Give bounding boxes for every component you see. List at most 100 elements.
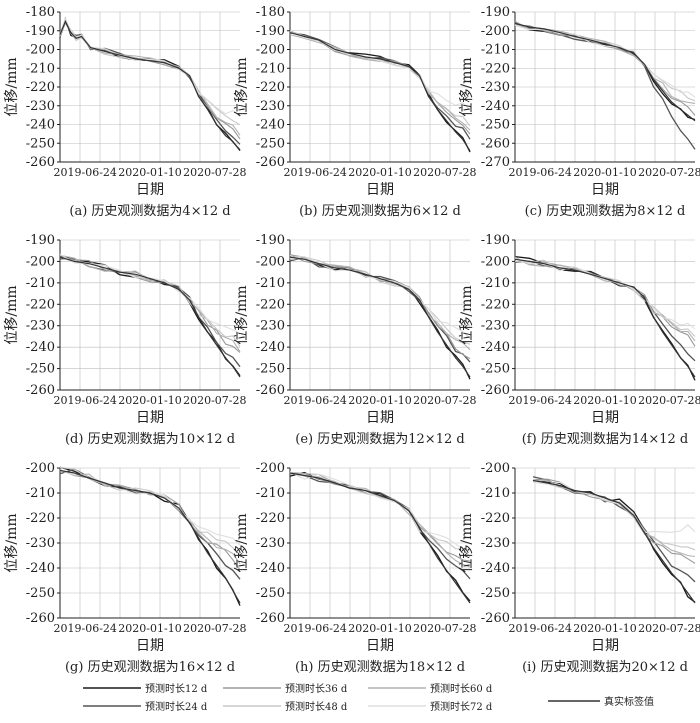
x-tick-label: 2020-01-10 bbox=[118, 622, 181, 635]
x-tick-label: 2020-07-28 bbox=[413, 166, 476, 179]
prediction-line-72d bbox=[59, 470, 241, 546]
y-tick-label: -240 bbox=[26, 118, 55, 133]
y-axis-label: 位移/mm bbox=[4, 57, 20, 116]
x-tick-label: 2020-07-28 bbox=[183, 622, 246, 635]
prediction-line-12d bbox=[59, 16, 241, 151]
y-tick-label: -240 bbox=[256, 340, 285, 355]
prediction-line-48d bbox=[289, 471, 471, 558]
x-tick-label: 2019-06-24 bbox=[53, 166, 116, 179]
y-tick-label: -190 bbox=[481, 233, 510, 248]
x-axis-label: 日期 bbox=[366, 410, 394, 426]
y-tick-label: -240 bbox=[481, 340, 510, 355]
prediction-line-72d bbox=[514, 257, 696, 330]
legend-label: 预测时长72 d bbox=[430, 700, 493, 713]
y-tick-label: -250 bbox=[481, 118, 510, 133]
truth-line bbox=[532, 479, 696, 604]
y-tick-label: -230 bbox=[26, 319, 55, 334]
legend-label: 预测时长12 d bbox=[145, 682, 208, 695]
panel-caption: (g) 历史观测数据为16×12 d bbox=[65, 660, 235, 675]
y-tick-label: -220 bbox=[26, 511, 55, 526]
prediction-line-12d bbox=[59, 254, 241, 377]
y-axis-label: 位移/mm bbox=[234, 285, 250, 344]
prediction-line-60d bbox=[59, 20, 241, 136]
y-tick-label: -220 bbox=[26, 297, 55, 312]
y-axis-label: 位移/mm bbox=[459, 285, 475, 344]
prediction-line-72d bbox=[289, 31, 471, 111]
y-tick-label: -180 bbox=[256, 5, 285, 20]
y-tick-label: -200 bbox=[26, 43, 55, 58]
prediction-line-60d bbox=[59, 254, 241, 352]
panel-caption: (b) 历史观测数据为6×12 d bbox=[299, 204, 461, 219]
y-axis-label: 位移/mm bbox=[459, 57, 475, 116]
x-axis-label: 日期 bbox=[136, 182, 164, 198]
y-axis-label: 位移/mm bbox=[4, 285, 20, 344]
x-tick-label: 2020-01-10 bbox=[348, 166, 411, 179]
prediction-line-24d bbox=[59, 20, 241, 145]
prediction-line-48d bbox=[532, 478, 696, 551]
x-tick-label: 2020-07-28 bbox=[638, 622, 700, 635]
x-axis-label: 日期 bbox=[591, 182, 619, 198]
prediction-line-72d bbox=[514, 24, 696, 98]
legend-label: 预测时长48 d bbox=[285, 700, 348, 713]
x-tick-label: 2020-07-28 bbox=[638, 166, 700, 179]
panel-caption: (d) 历史观测数据为10×12 d bbox=[65, 432, 235, 447]
x-axis-label: 日期 bbox=[136, 638, 164, 654]
prediction-line-36d bbox=[532, 478, 696, 564]
panel-caption: (a) 历史观测数据为4×12 d bbox=[69, 204, 230, 219]
legend-label: 预测时长24 d bbox=[145, 700, 208, 713]
legend-label: 预测时长60 d bbox=[430, 682, 493, 695]
x-tick-label: 2020-01-10 bbox=[573, 166, 636, 179]
y-tick-label: -260 bbox=[481, 136, 510, 151]
x-tick-label: 2020-01-10 bbox=[118, 394, 181, 407]
y-tick-label: -220 bbox=[256, 297, 285, 312]
y-tick-label: -210 bbox=[256, 61, 285, 76]
y-tick-label: -210 bbox=[26, 276, 55, 291]
y-tick-label: -250 bbox=[26, 136, 55, 151]
y-tick-label: -260 bbox=[256, 611, 285, 626]
y-tick-label: -240 bbox=[481, 561, 510, 576]
y-tick-label: -240 bbox=[26, 340, 55, 355]
y-tick-label: -190 bbox=[256, 24, 285, 39]
prediction-line-12d bbox=[532, 479, 696, 603]
x-tick-label: 2020-01-10 bbox=[573, 394, 636, 407]
y-tick-label: -250 bbox=[256, 586, 285, 601]
y-tick-label: -220 bbox=[481, 511, 510, 526]
y-tick-label: -210 bbox=[256, 276, 285, 291]
prediction-line-72d bbox=[289, 471, 471, 551]
x-tick-label: 2020-07-28 bbox=[638, 394, 700, 407]
y-tick-label: -250 bbox=[256, 136, 285, 151]
prediction-line-60d bbox=[289, 257, 471, 351]
y-tick-label: -210 bbox=[481, 486, 510, 501]
y-tick-label: -240 bbox=[256, 561, 285, 576]
prediction-line-60d bbox=[532, 479, 696, 558]
y-tick-label: -200 bbox=[481, 461, 510, 476]
y-tick-label: -240 bbox=[481, 99, 510, 114]
x-tick-label: 2020-01-10 bbox=[118, 166, 181, 179]
truth-line bbox=[59, 469, 241, 604]
y-tick-label: -230 bbox=[26, 99, 55, 114]
y-tick-label: -200 bbox=[26, 461, 55, 476]
legend-label: 预测时长36 d bbox=[285, 682, 348, 695]
y-tick-label: -250 bbox=[481, 586, 510, 601]
x-tick-label: 2020-01-10 bbox=[573, 622, 636, 635]
prediction-line-48d bbox=[59, 256, 241, 347]
y-axis-label: 位移/mm bbox=[459, 513, 475, 572]
y-tick-label: -200 bbox=[481, 254, 510, 269]
x-axis-label: 日期 bbox=[591, 638, 619, 654]
y-tick-label: -250 bbox=[26, 586, 55, 601]
prediction-line-48d bbox=[59, 18, 241, 126]
y-axis-label: 位移/mm bbox=[234, 513, 250, 572]
truth-line bbox=[514, 258, 696, 378]
truth-line bbox=[59, 19, 241, 152]
prediction-line-24d bbox=[59, 468, 241, 580]
y-tick-label: -210 bbox=[26, 486, 55, 501]
y-tick-label: -230 bbox=[256, 536, 285, 551]
truth-line bbox=[289, 472, 471, 604]
x-tick-label: 2019-06-24 bbox=[283, 166, 346, 179]
y-tick-label: -220 bbox=[256, 80, 285, 95]
y-tick-label: -200 bbox=[26, 254, 55, 269]
prediction-line-36d bbox=[59, 20, 241, 140]
prediction-line-36d bbox=[59, 469, 241, 571]
y-tick-label: -210 bbox=[256, 486, 285, 501]
prediction-line-24d bbox=[59, 257, 241, 368]
